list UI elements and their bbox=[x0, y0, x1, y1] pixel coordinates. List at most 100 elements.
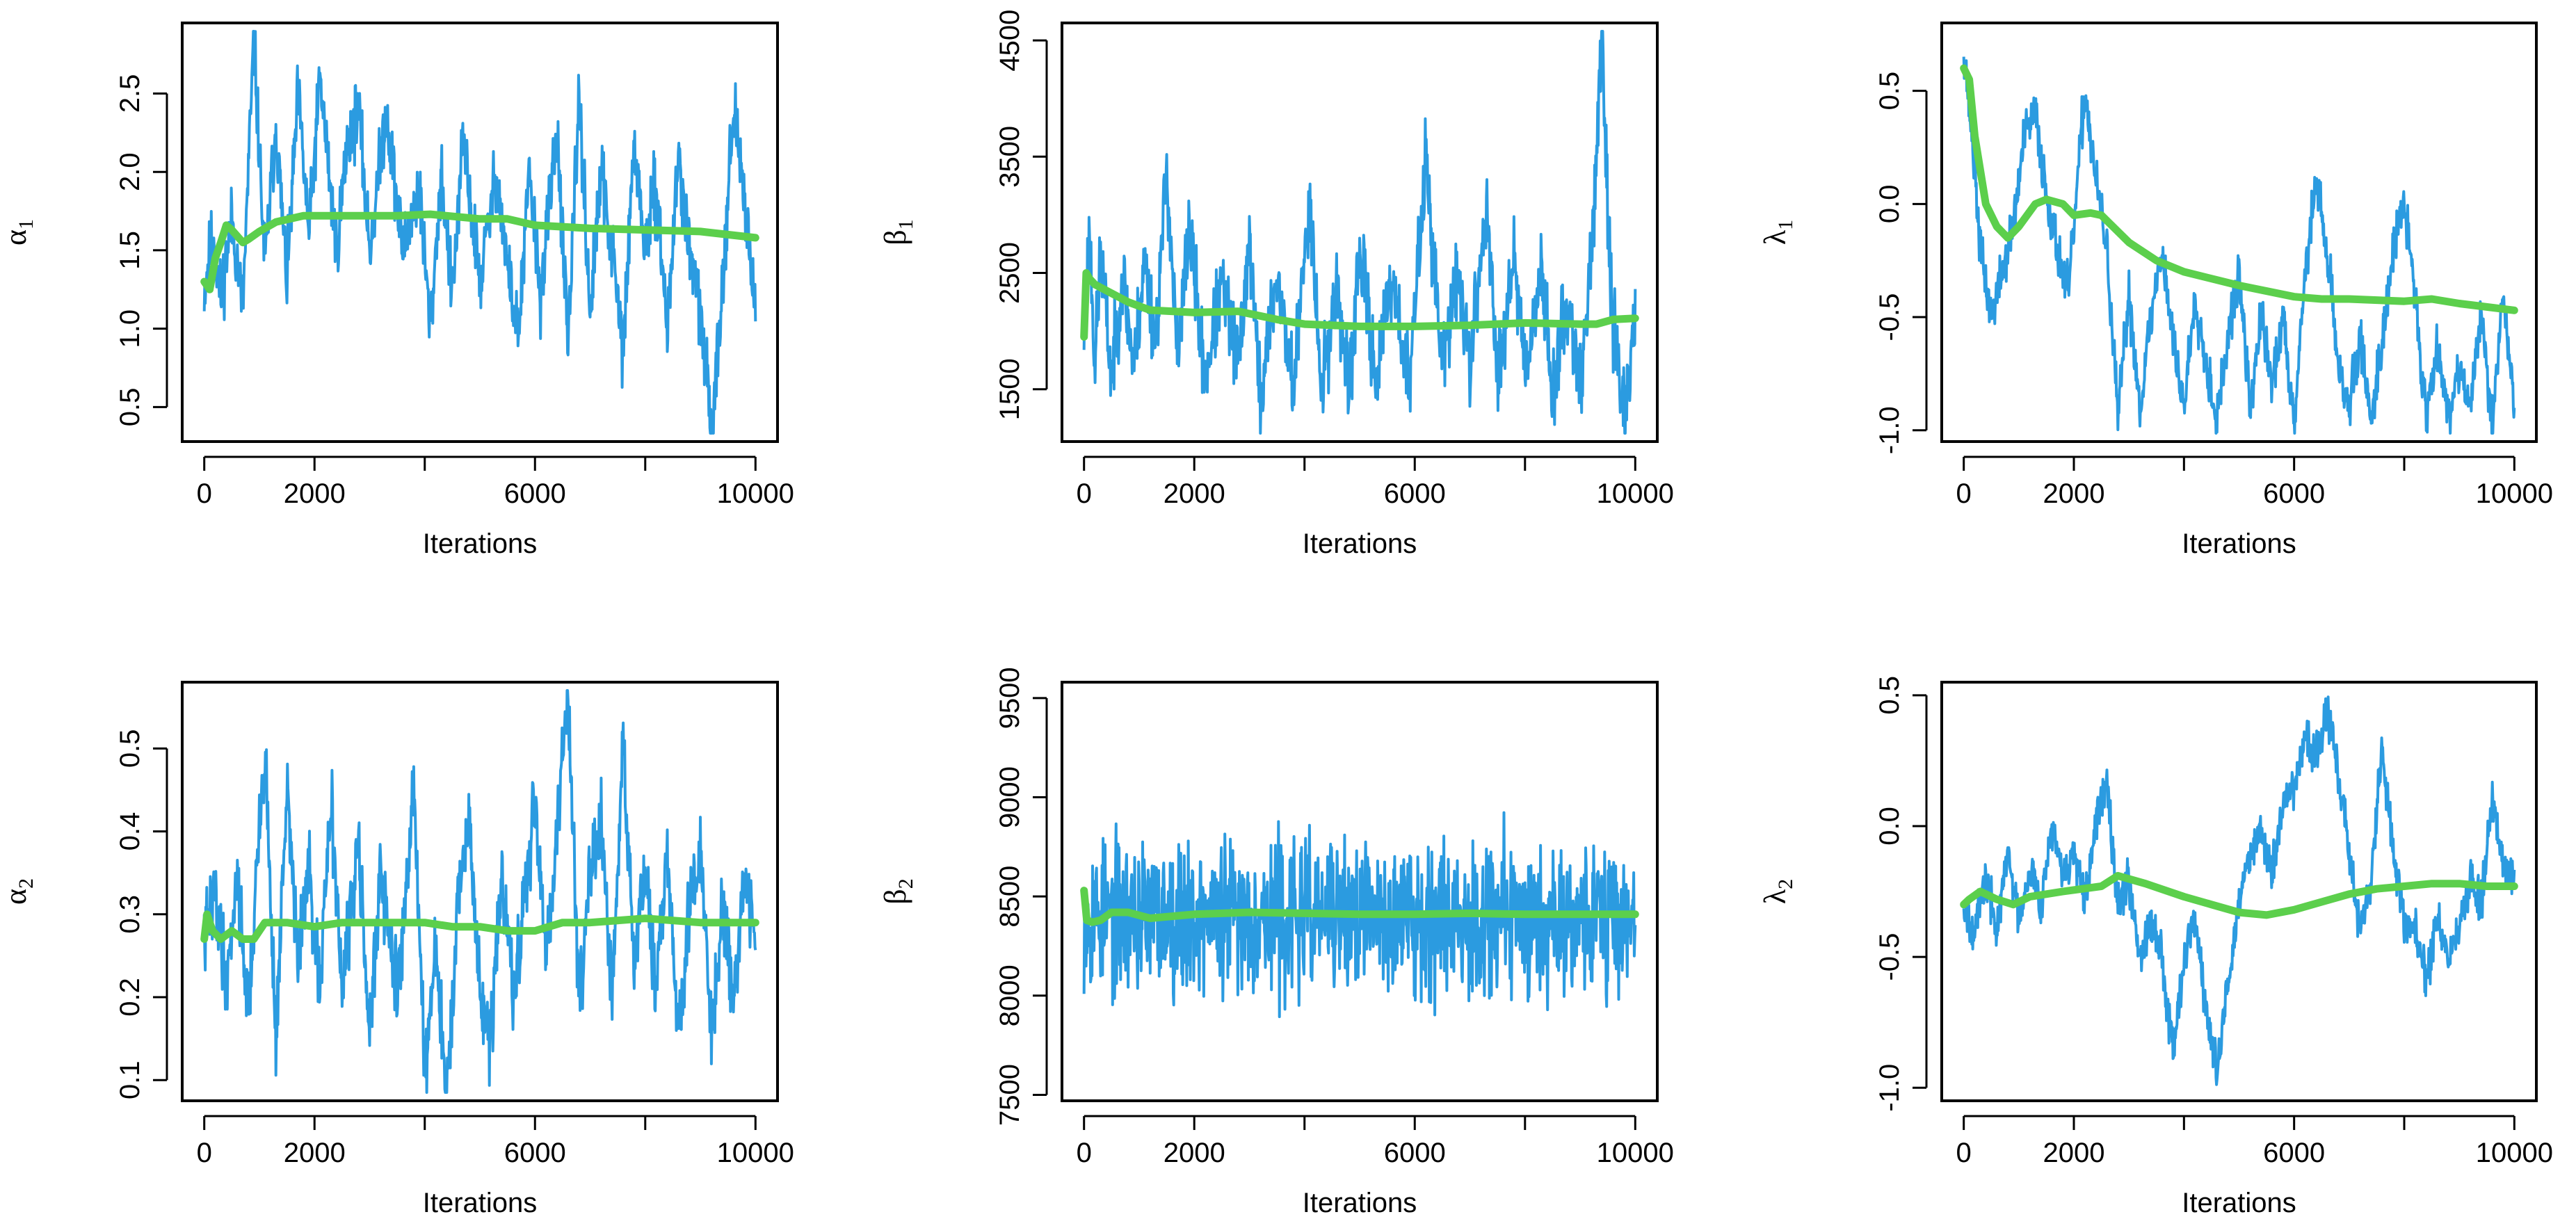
x-tick-label: 10000 bbox=[717, 1138, 794, 1168]
trace-line bbox=[1962, 695, 2516, 1086]
y-tick-label: 9000 bbox=[995, 766, 1025, 828]
x-tick-label: 10000 bbox=[717, 478, 794, 509]
y-tick-label: 0.0 bbox=[1874, 185, 1905, 224]
x-tick-label: 6000 bbox=[504, 1138, 566, 1168]
y-axis-subscript: 1 bbox=[15, 219, 38, 229]
y-tick-label: 1500 bbox=[995, 358, 1025, 420]
y-tick-label: 2500 bbox=[995, 242, 1025, 304]
x-axis: 0 2000 6000 10000 bbox=[197, 1115, 794, 1168]
y-tick-label: 0.2 bbox=[115, 978, 145, 1017]
panel-6: 0 2000 6000 10000 Iterations -1.0 -0.5 0.0 0.5 λ2 bbox=[1758, 676, 2553, 1218]
x-tick-label: 0 bbox=[1077, 1138, 1092, 1168]
x-axis: 0 2000 6000 10000 bbox=[1077, 455, 1674, 509]
y-axis-subscript: 1 bbox=[1774, 220, 1797, 230]
y-tick-label: -0.5 bbox=[1874, 933, 1905, 981]
y-axis: 1500 2500 3500 4500 bbox=[995, 10, 1048, 420]
x-tick-label: 6000 bbox=[1384, 478, 1446, 509]
y-axis: -1.0 -0.5 0.0 0.5 bbox=[1874, 72, 1928, 454]
y-axis-symbol: λ bbox=[1758, 889, 1792, 904]
panel-4: 0 2000 6000 10000 Iterations 0.1 0.2 0.3 0.4 0.5 α… bbox=[0, 681, 794, 1218]
x-tick-label: 2000 bbox=[284, 478, 346, 509]
x-axis: 0 2000 6000 10000 bbox=[197, 455, 794, 509]
y-tick-label: 1.0 bbox=[115, 309, 145, 348]
x-tick-label: 0 bbox=[1956, 1138, 1972, 1168]
x-axis-title: Iterations bbox=[423, 528, 538, 559]
y-axis: 7500 8000 8500 9000 9500 bbox=[995, 667, 1048, 1126]
y-axis: 0.1 0.2 0.3 0.4 0.5 bbox=[115, 729, 168, 1099]
x-axis: 0 2000 6000 10000 bbox=[1956, 1115, 2553, 1168]
y-tick-label: 8000 bbox=[995, 964, 1025, 1026]
x-tick-label: 10000 bbox=[2476, 478, 2553, 509]
running-mean-line bbox=[1960, 871, 2518, 919]
y-tick-label: 9500 bbox=[995, 667, 1025, 729]
y-tick-label: 2.5 bbox=[115, 74, 145, 113]
x-axis-title: Iterations bbox=[423, 1188, 538, 1218]
x-tick-label: 2000 bbox=[1164, 1138, 1225, 1168]
y-tick-label: 4500 bbox=[995, 10, 1025, 72]
plot-frame bbox=[1940, 681, 2538, 1102]
x-tick-label: 0 bbox=[197, 1138, 212, 1168]
x-tick-label: 2000 bbox=[2043, 478, 2105, 509]
x-tick-label: 6000 bbox=[2263, 478, 2325, 509]
panel-1: 0 2000 6000 10000 Iterations 0.5 1.0 1.5 2.0 2.5 α… bbox=[0, 22, 794, 559]
y-axis-symbol: λ bbox=[1758, 229, 1792, 245]
y-tick-label: 0.4 bbox=[115, 812, 145, 851]
plot-frame bbox=[1061, 22, 1659, 443]
y-tick-label: 0.3 bbox=[115, 895, 145, 934]
y-axis: 0.5 1.0 1.5 2.0 2.5 bbox=[115, 74, 168, 427]
y-tick-label: 0.5 bbox=[115, 388, 145, 427]
y-axis-subscript: 2 bbox=[15, 878, 38, 889]
y-axis-symbol: β bbox=[878, 889, 912, 904]
x-axis-title: Iterations bbox=[1303, 1188, 1417, 1218]
x-tick-label: 2000 bbox=[2043, 1138, 2105, 1168]
y-axis-symbol: β bbox=[878, 229, 912, 245]
x-tick-label: 10000 bbox=[1597, 478, 1674, 509]
x-tick-label: 0 bbox=[1077, 478, 1092, 509]
x-tick-label: 6000 bbox=[2263, 1138, 2325, 1168]
x-tick-label: 2000 bbox=[1164, 478, 1225, 509]
running-mean-line bbox=[200, 910, 759, 943]
y-tick-label: 0.5 bbox=[1874, 676, 1905, 715]
x-tick-label: 0 bbox=[197, 478, 212, 509]
panel-3: 0 2000 6000 10000 Iterations -1.0 -0.5 0.0 0.5 λ1 bbox=[1758, 22, 2553, 559]
running-mean-line bbox=[200, 210, 759, 293]
y-tick-label: 3500 bbox=[995, 126, 1025, 188]
y-axis-symbol: α bbox=[0, 889, 33, 905]
plot-frame bbox=[181, 681, 779, 1102]
y-tick-label: 0.5 bbox=[1874, 72, 1905, 111]
y-axis-title: β2 bbox=[878, 878, 917, 904]
y-tick-label: -0.5 bbox=[1874, 293, 1905, 341]
y-tick-label: -1.0 bbox=[1874, 406, 1905, 454]
y-tick-label: 0.5 bbox=[115, 729, 145, 768]
x-tick-label: 10000 bbox=[2476, 1138, 2553, 1168]
y-axis-title: α2 bbox=[0, 878, 38, 905]
trace-line bbox=[1082, 30, 1637, 435]
y-axis-subscript: 2 bbox=[894, 878, 917, 889]
trace-line bbox=[202, 689, 757, 1094]
y-tick-label: 0.0 bbox=[1874, 807, 1905, 846]
y-tick-label: 7500 bbox=[995, 1064, 1025, 1126]
x-axis: 0 2000 6000 10000 bbox=[1956, 455, 2553, 509]
y-tick-label: 0.1 bbox=[115, 1060, 145, 1099]
trace-line bbox=[1962, 56, 2516, 435]
running-mean-line bbox=[1080, 887, 1639, 926]
y-axis: -1.0 -0.5 0.0 0.5 bbox=[1874, 676, 1928, 1112]
y-axis-title: λ1 bbox=[1758, 220, 1797, 245]
plot-frame bbox=[1940, 22, 2538, 443]
x-tick-label: 6000 bbox=[504, 478, 566, 509]
running-mean-line bbox=[1080, 269, 1639, 341]
plot-frame bbox=[1061, 681, 1659, 1102]
x-axis-title: Iterations bbox=[2182, 528, 2296, 559]
y-axis-title: β1 bbox=[878, 219, 917, 245]
running-mean-line bbox=[1960, 64, 2518, 314]
x-tick-label: 0 bbox=[1956, 478, 1972, 509]
x-axis: 0 2000 6000 10000 bbox=[1077, 1115, 1674, 1168]
y-tick-label: 8500 bbox=[995, 866, 1025, 928]
y-tick-label: -1.0 bbox=[1874, 1064, 1905, 1112]
y-axis-subscript: 2 bbox=[1774, 879, 1797, 889]
y-axis-title: λ2 bbox=[1758, 879, 1797, 904]
trace-line bbox=[1082, 811, 1637, 1019]
trace-line bbox=[202, 30, 757, 435]
y-axis-subscript: 1 bbox=[894, 219, 917, 229]
y-axis-symbol: α bbox=[0, 229, 33, 245]
